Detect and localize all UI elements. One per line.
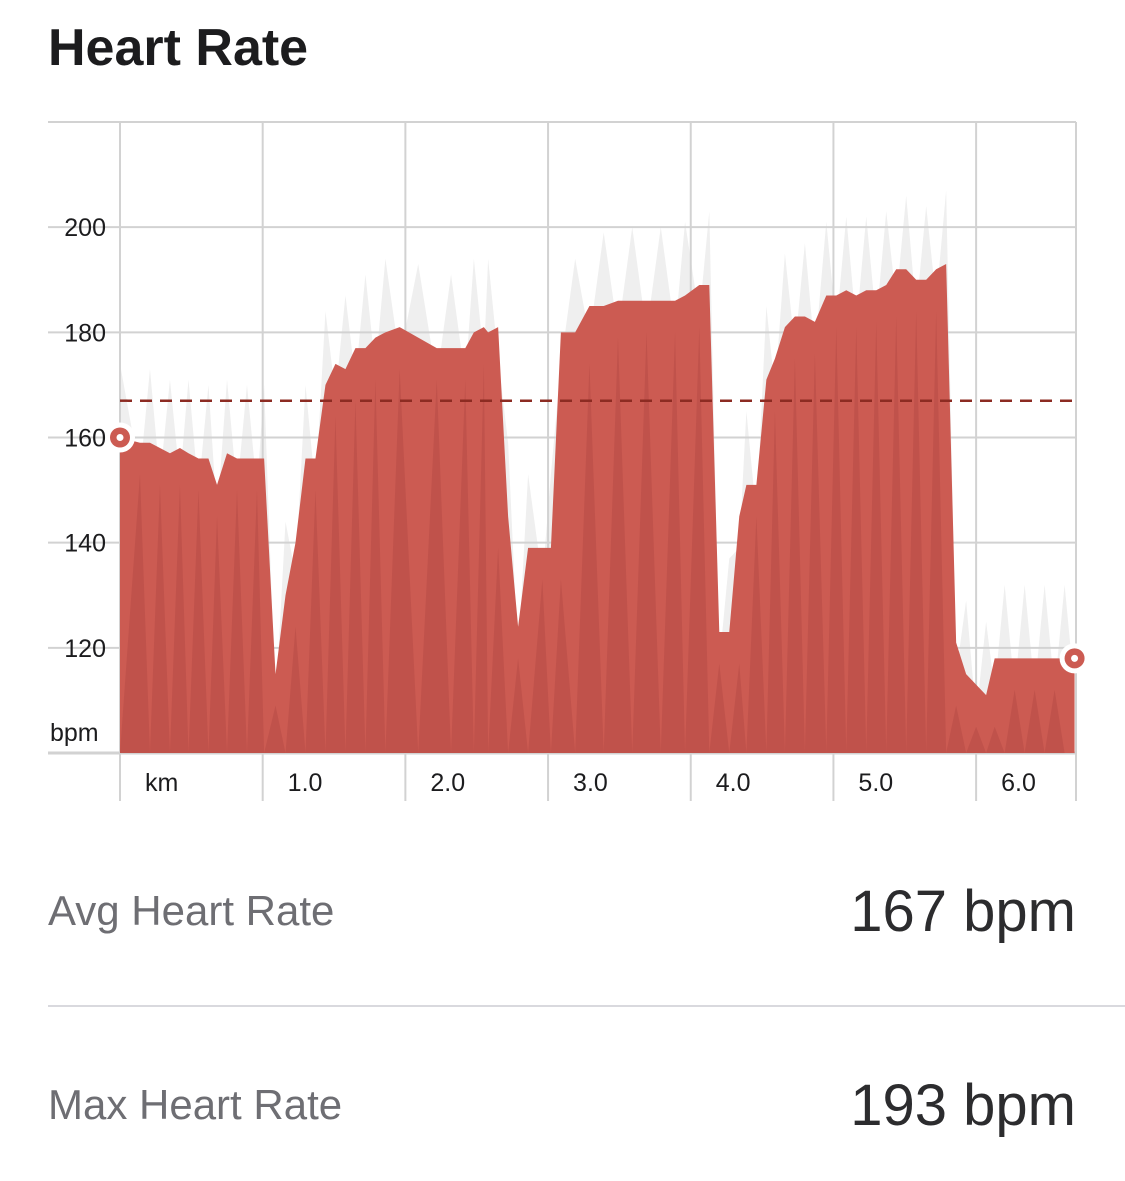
x-tick-label: 5.0 xyxy=(858,769,893,797)
area-facet xyxy=(528,579,551,753)
area-facet xyxy=(866,321,887,753)
area-facet xyxy=(766,411,785,753)
area-facet xyxy=(826,327,847,753)
area-facet xyxy=(208,516,228,753)
area-facet xyxy=(804,353,827,753)
area-facet xyxy=(508,658,529,753)
area-facet xyxy=(784,358,805,753)
area-facet xyxy=(846,327,867,753)
area-facet xyxy=(169,484,189,753)
area-facet xyxy=(246,490,265,753)
area-facet xyxy=(575,363,604,753)
x-tick-labels: km 1.0 2.0 3.0 4.0 5.0 6.0 xyxy=(145,769,1036,797)
area-facet xyxy=(188,490,209,753)
endpoint-marker-center xyxy=(1071,654,1079,662)
area-facet xyxy=(946,705,967,753)
avg-heart-rate-label: Avg Heart Rate xyxy=(48,887,335,934)
heart-rate-area-layer xyxy=(120,263,1075,753)
y-tick-label: 120 xyxy=(64,635,106,663)
area-facet xyxy=(385,369,419,753)
area-facet xyxy=(685,327,710,753)
area-facet xyxy=(926,311,947,753)
max-heart-rate-row: Max Heart Rate 193 bpm xyxy=(48,1045,1076,1165)
x-tick-label: 2.0 xyxy=(430,769,465,797)
endpoint-marker-center xyxy=(116,434,124,441)
heart-rate-chart: 120 140 160 180 200 bpm km 1.0 2.0 3.0 4.0 5.0 6.0 xyxy=(48,121,1090,801)
area-facet xyxy=(120,474,150,753)
area-facet xyxy=(365,379,386,753)
area-facet xyxy=(603,337,633,753)
x-tick-label: 3.0 xyxy=(573,769,608,797)
area-facet xyxy=(473,363,489,753)
area-facet xyxy=(632,332,661,753)
y-tick-label: 200 xyxy=(64,214,106,242)
x-tick-label: 6.0 xyxy=(1001,769,1036,797)
area-facet xyxy=(1004,689,1025,753)
area-facet xyxy=(709,663,730,753)
area-facet xyxy=(986,726,1005,753)
area-facet xyxy=(149,484,170,753)
endpoint-markers xyxy=(105,422,1090,674)
area-facet xyxy=(660,332,686,753)
x-tick-label: 1.0 xyxy=(288,769,323,797)
max-heart-rate-value: 193 bpm xyxy=(850,1072,1076,1138)
area-facet xyxy=(325,416,346,753)
y-tick-labels: 120 140 160 180 200 bpm xyxy=(50,214,106,747)
y-tick-label: 180 xyxy=(64,319,106,347)
area-facet xyxy=(966,726,987,753)
area-facet xyxy=(488,547,509,753)
x-tick-label: km xyxy=(145,769,178,797)
area-facet xyxy=(345,400,366,753)
area-facet xyxy=(746,516,767,753)
max-heart-rate-label: Max Heart Rate xyxy=(48,1081,343,1128)
area-facet xyxy=(227,490,247,753)
area-facet xyxy=(451,379,474,753)
y-tick-label: 140 xyxy=(64,530,106,558)
area-facet xyxy=(264,705,286,753)
area-facet xyxy=(729,663,747,753)
y-unit-label: bpm xyxy=(50,719,99,747)
x-tick-label: 4.0 xyxy=(716,769,751,797)
avg-heart-rate-row: Avg Heart Rate 167 bpm xyxy=(48,851,1076,971)
area-facet xyxy=(550,579,576,753)
area-facet xyxy=(285,626,306,753)
area-facet xyxy=(1044,689,1065,753)
area-facet xyxy=(305,490,326,753)
area-facet xyxy=(886,316,907,753)
stats-divider xyxy=(48,1005,1125,1007)
avg-heart-rate-value: 167 bpm xyxy=(850,878,1076,944)
area-facet xyxy=(906,311,927,753)
area-facet xyxy=(418,379,452,753)
page-title: Heart Rate xyxy=(48,19,309,77)
area-facet xyxy=(1024,689,1045,753)
y-tick-label: 160 xyxy=(64,425,106,453)
